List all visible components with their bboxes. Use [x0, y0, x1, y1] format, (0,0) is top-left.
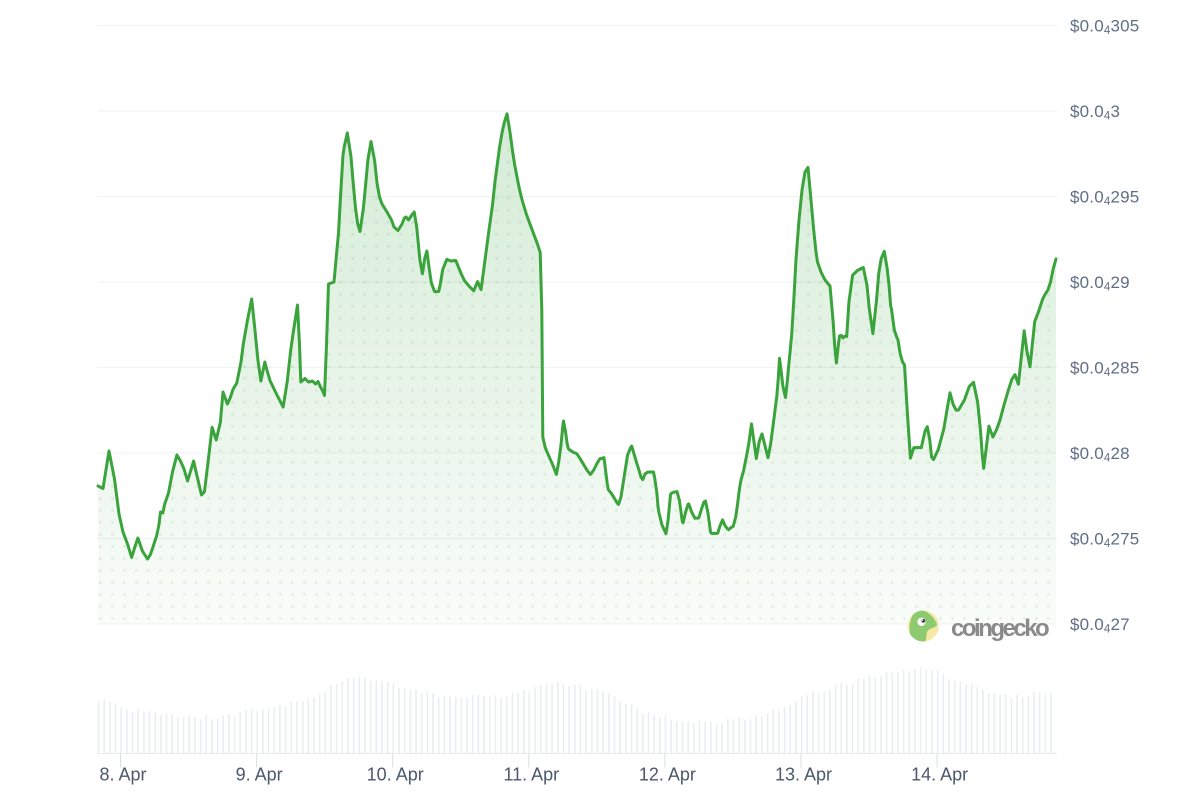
svg-text:coingecko: coingecko: [951, 615, 1049, 642]
svg-text:11. Apr: 11. Apr: [503, 765, 559, 785]
svg-text:$0.04295: $0.04295: [1070, 188, 1139, 209]
svg-text:$0.04305: $0.04305: [1070, 17, 1139, 38]
svg-text:$0.0429: $0.0429: [1070, 273, 1130, 294]
svg-text:$0.0427: $0.0427: [1070, 615, 1130, 636]
svg-text:10. Apr: 10. Apr: [367, 765, 424, 785]
svg-text:$0.04285: $0.04285: [1070, 359, 1139, 380]
svg-text:8. Apr: 8. Apr: [99, 765, 146, 785]
svg-text:13. Apr: 13. Apr: [775, 765, 832, 785]
svg-text:$0.0428: $0.0428: [1070, 444, 1130, 465]
svg-text:$0.043: $0.043: [1070, 102, 1120, 123]
svg-text:12. Apr: 12. Apr: [639, 765, 696, 785]
svg-text:9. Apr: 9. Apr: [236, 765, 283, 785]
svg-text:14. Apr: 14. Apr: [911, 765, 968, 785]
svg-text:$0.04275: $0.04275: [1070, 530, 1139, 551]
